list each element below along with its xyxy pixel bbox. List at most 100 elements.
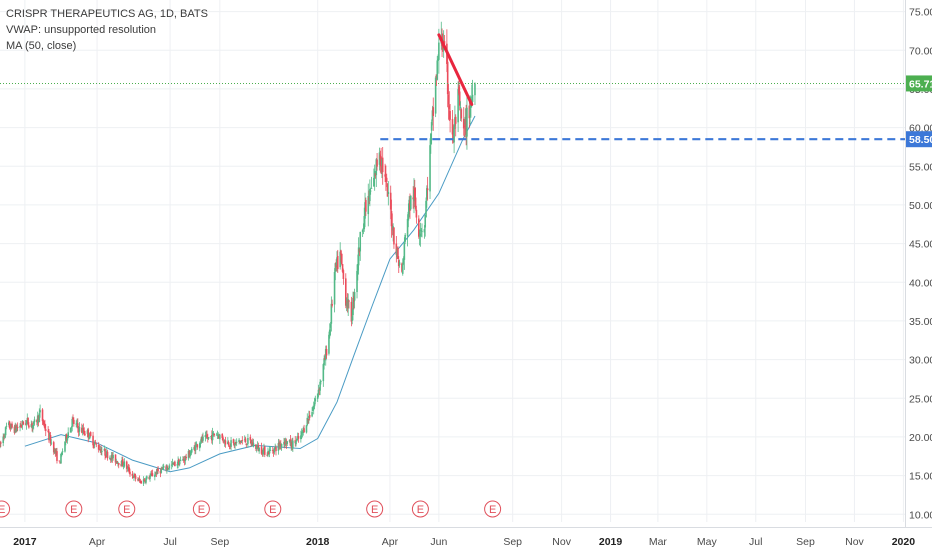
candle-body (453, 126, 455, 143)
earnings-marker-icon[interactable]: E (118, 500, 136, 518)
candle-body (402, 258, 405, 264)
earnings-marker-label: E (371, 504, 378, 516)
candle-body (156, 468, 159, 475)
earnings-marker-label: E (269, 504, 276, 516)
candle-body (14, 425, 17, 433)
candle-body (331, 304, 333, 306)
candle-body (446, 61, 449, 95)
candle-body (190, 452, 192, 456)
candle-body (190, 448, 193, 453)
ma-indicator-label[interactable]: MA (50, close) (6, 40, 77, 52)
candle-body (36, 420, 38, 423)
candle-body (173, 461, 175, 465)
candle-body (176, 464, 179, 466)
candle-body (373, 177, 375, 187)
candle-body (363, 216, 366, 230)
candle-body (361, 229, 364, 232)
time-tick-label: Jun (430, 536, 447, 548)
candle-body (301, 432, 304, 433)
price-tick-label: 50.00 (909, 200, 932, 212)
candle-body (31, 423, 33, 427)
candle-body (109, 457, 111, 459)
earnings-marker-circle (118, 500, 136, 518)
candle-body (151, 473, 154, 477)
candle-body (358, 248, 361, 253)
candle-body (126, 467, 129, 469)
time-axis[interactable]: 2017 Apr Jul Sep 2018 Apr Jun Sep Nov 2019 Mar May J… (0, 527, 932, 550)
candle-body (329, 324, 332, 328)
candle-body (367, 195, 370, 215)
earnings-marker-icon[interactable]: E (484, 500, 502, 518)
candle-body (24, 423, 27, 425)
candle-body (36, 415, 39, 424)
candle-body (415, 209, 418, 218)
candle-body (9, 428, 12, 430)
candle-body (454, 116, 457, 124)
candle-body (120, 464, 122, 466)
symbol-title[interactable]: CRISPR THERAPEUTICS AG, 1D, BATS (6, 8, 208, 20)
earnings-marker-label: E (417, 504, 424, 516)
candle-body (206, 437, 209, 439)
candle-body (42, 420, 45, 424)
candle-body (116, 461, 118, 464)
candle-body (376, 159, 378, 167)
earnings-marker-circle (411, 500, 429, 518)
price-tick-label: 40.00 (909, 277, 932, 289)
candle-body (138, 478, 141, 481)
candle-body (144, 481, 147, 483)
candle-body (447, 94, 450, 105)
candle-body (188, 450, 191, 458)
price-tick-label: 70.00 (909, 45, 932, 57)
candle-body (139, 481, 142, 482)
candle-body (317, 389, 320, 394)
earnings-marker-icon[interactable]: E (0, 500, 11, 518)
candle-body (436, 60, 439, 80)
earnings-marker-icon[interactable]: E (65, 500, 83, 518)
vwap-indicator-label[interactable]: VWAP: unsupported resolution (6, 24, 157, 36)
candle-body (110, 455, 113, 461)
candle-body (471, 94, 474, 102)
earnings-marker-icon[interactable]: E (264, 500, 282, 518)
candle-body (261, 453, 264, 455)
candle-body (267, 451, 270, 455)
candle-body (218, 435, 220, 439)
candle-body (297, 436, 300, 439)
price-tick-label: 10.00 (909, 509, 932, 521)
earnings-marker-label: E (70, 504, 77, 516)
candle-body (389, 192, 392, 210)
earnings-marker-icon[interactable]: E (366, 500, 384, 518)
candle-body (205, 435, 207, 436)
earnings-marker-icon[interactable]: E (192, 500, 210, 518)
candle-body (215, 434, 218, 436)
candle-body (257, 445, 260, 451)
candle-body (104, 448, 106, 456)
price-labels: 65.71 58.50 (906, 75, 932, 148)
candle-body (319, 381, 321, 391)
candle-body (381, 159, 383, 166)
candle-body (356, 270, 358, 293)
candle-body (306, 417, 309, 426)
candle-body (460, 109, 463, 119)
candle-body (4, 427, 7, 436)
candle-body (20, 426, 23, 427)
candle-body (284, 439, 287, 446)
candle-body (296, 438, 298, 442)
candle-body (67, 432, 69, 438)
time-tick-label: Sep (796, 536, 815, 548)
candle-body (330, 303, 333, 324)
earnings-marker-icon[interactable]: E (411, 500, 429, 518)
candle-body (406, 218, 409, 237)
candle-body (112, 455, 114, 459)
candle-body (221, 433, 224, 438)
candle-body (172, 462, 175, 464)
candle-body (129, 471, 131, 475)
candle-body (246, 444, 248, 446)
candle-body (98, 449, 101, 451)
candle-body (75, 423, 78, 425)
candle-body (10, 423, 13, 429)
price-axis[interactable]: 75.0070.0065.0060.0055.0050.0045.0040.00… (905, 0, 932, 550)
candle-body (258, 447, 260, 452)
candle-body (239, 441, 242, 443)
candle-body (277, 443, 280, 451)
